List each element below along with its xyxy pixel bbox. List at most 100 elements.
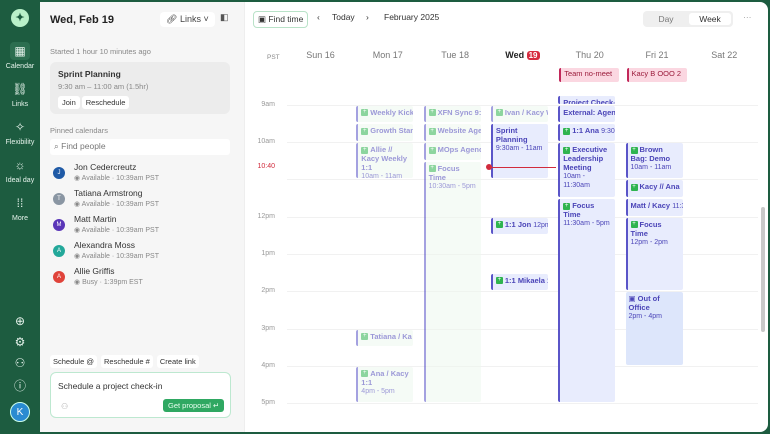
add-user-icon[interactable]: ⚇ bbox=[14, 356, 26, 370]
calendar-event[interactable]: + Allie // Kacy Weekly 1:1 10am - 11am bbox=[356, 143, 414, 179]
current-event-card[interactable]: Sprint Planning 9:30 am – 11:00 am (1.5h… bbox=[50, 62, 230, 114]
help-icon[interactable]: ⓘ bbox=[13, 379, 26, 393]
chip-create[interactable]: Create link bbox=[156, 355, 199, 368]
add-person-icon[interactable]: ⚇ bbox=[61, 402, 69, 411]
rail-item-flexibility[interactable]: ✧ Flexibility bbox=[0, 118, 40, 146]
event-title: Ana / Kacy 1:1 bbox=[361, 368, 409, 387]
app-logo[interactable]: ✦ bbox=[11, 9, 29, 27]
day-number: 21 bbox=[658, 50, 669, 60]
chip-schedule[interactable]: Schedule @ bbox=[50, 355, 97, 368]
date-title: Wed, Feb 19 bbox=[50, 14, 114, 26]
find-time-button[interactable]: ▣ Find time bbox=[253, 11, 309, 28]
all-day-event[interactable]: Kacy B OOO 2 bbox=[626, 68, 687, 82]
links-dropdown[interactable]: 🔗︎ Links ˅ bbox=[160, 12, 215, 27]
get-proposal-button[interactable]: Get proposal ↵ bbox=[163, 399, 225, 412]
rail-item-label: Ideal day bbox=[5, 177, 35, 184]
all-day-event[interactable]: Team no-meet bbox=[559, 68, 620, 82]
event-time: 11:30am - 5pm bbox=[563, 220, 610, 228]
main-window: Wed, Feb 19 🔗︎ Links ˅ ◧ Started 1 hour … bbox=[40, 2, 768, 432]
calendar-event[interactable]: External: Agenc bbox=[558, 105, 616, 123]
find-people-input[interactable]: ⌕ Find people bbox=[50, 139, 230, 155]
next-week-button[interactable]: › bbox=[366, 12, 369, 22]
event-title: Weekly Kick bbox=[370, 107, 414, 117]
current-time-line bbox=[488, 166, 556, 168]
pinned-person[interactable]: T Tatiana Armstrong ◉ Available · 10:39am … bbox=[53, 188, 233, 212]
day-header-sat[interactable]: Sat 22 bbox=[691, 50, 758, 60]
day-header-thu[interactable]: Thu 20 bbox=[556, 50, 623, 60]
calendar-event[interactable]: ▣ Out of Office 2pm - 4pm bbox=[625, 292, 683, 365]
panel-toggle-icon[interactable]: ◧ bbox=[220, 12, 229, 22]
started-text: Started 1 hour 10 minutes ago bbox=[50, 47, 151, 56]
avatar[interactable]: K bbox=[10, 402, 30, 422]
plus-square-icon: + bbox=[428, 127, 436, 135]
day-name: Mon bbox=[372, 50, 391, 60]
event-title: Kacy // Ana bbox=[639, 182, 680, 192]
calendar-event[interactable]: +1:1 Ana 9:30 bbox=[558, 124, 616, 142]
calendar-event[interactable]: + Brown Bag: Demo 10am - 11am bbox=[625, 143, 683, 179]
link-icon: 🔗︎ bbox=[166, 14, 180, 24]
person-avatar: M bbox=[53, 219, 65, 231]
composer-input[interactable]: Schedule a project check-in bbox=[58, 381, 163, 391]
calendar-event[interactable]: + Focus Time 10:30am - 5pm bbox=[423, 161, 481, 403]
person-status: ◉ Busy · 1:39pm EST bbox=[74, 279, 143, 286]
rail-item-label: Flexibility bbox=[5, 139, 35, 146]
calendar-event[interactable]: + Tatiana / Ka bbox=[356, 329, 414, 347]
day-header-mon[interactable]: Mon 17 bbox=[354, 50, 421, 60]
scrollbar[interactable] bbox=[761, 207, 765, 332]
today-button[interactable]: Today bbox=[332, 12, 355, 22]
day-header-tue[interactable]: Tue 18 bbox=[422, 50, 489, 60]
rail-item-calendar[interactable]: ▦ Calendar bbox=[0, 42, 40, 70]
chip-reschedule[interactable]: Reschedule # bbox=[100, 355, 153, 368]
join-button[interactable]: Join bbox=[58, 96, 80, 109]
calendar-event[interactable]: +Ivan / Kacy W bbox=[490, 105, 548, 123]
reschedule-button[interactable]: Reschedule bbox=[81, 96, 130, 109]
calendar-event[interactable]: + Focus Time 12pm - 2pm bbox=[625, 217, 683, 291]
pinned-person[interactable]: J Jon Cedercreutz ◉ Available · 10:39am PS… bbox=[53, 162, 233, 186]
time-grid: 9am 10am 12pm 1pm 2pm 3pm 4pm 5pm + Weekly Kick + G… bbox=[245, 88, 768, 408]
calendar-event[interactable]: +1:1 Mikaela 1 bbox=[490, 273, 548, 291]
calendar-event[interactable]: + Ana / Kacy 1:1 4pm - 5pm bbox=[356, 366, 414, 403]
rail-item-label: More bbox=[12, 215, 28, 222]
day-header-fri[interactable]: Fri 21 bbox=[624, 50, 691, 60]
prev-week-button[interactable]: ‹ bbox=[317, 12, 320, 22]
plus-square-icon: + bbox=[563, 127, 571, 135]
event-title: Sprint Planning bbox=[495, 126, 528, 145]
calendar-event[interactable]: + Website Age bbox=[423, 124, 481, 142]
rail-item-more[interactable]: ⁞⁞ More bbox=[0, 194, 40, 222]
pinned-person[interactable]: M Matt Martin ◉ Available · 10:39am PST bbox=[53, 214, 233, 238]
calendar-event[interactable]: + Focus Time 11:30am - 5pm bbox=[558, 199, 616, 403]
calendar-event[interactable]: + Executive Leadership Meeting 10am - 11:3… bbox=[558, 143, 616, 198]
rail-item-links[interactable]: ⛓ Links bbox=[0, 80, 40, 108]
plus-square-icon: + bbox=[495, 277, 503, 285]
pinned-person[interactable]: A Allie Griffis ◉ Busy · 1:39pm EST bbox=[53, 266, 233, 290]
more-icon[interactable]: ··· bbox=[743, 12, 752, 22]
sun-icon: ☼ bbox=[14, 158, 26, 172]
calendar: ▣ Find time ‹ Today › February 2025 Day … bbox=[245, 2, 768, 432]
calendar-event[interactable]: + MOps Agenc bbox=[423, 143, 481, 160]
event-time: 2pm - 4pm bbox=[628, 313, 662, 321]
day-name: Sun bbox=[306, 50, 323, 60]
event-title: Tatiana / Ka bbox=[370, 331, 412, 341]
calendar-event[interactable]: + Growth Stan bbox=[356, 124, 414, 142]
calendar-event[interactable]: +1:1 Jon 12pm bbox=[490, 217, 548, 235]
rail-item-ideal-day[interactable]: ☼ Ideal day bbox=[0, 156, 40, 184]
calendar-event[interactable]: Project Check- bbox=[558, 96, 616, 104]
calendar-event[interactable]: + XFN Sync 9: bbox=[423, 105, 481, 123]
calendar-event[interactable]: + Weekly Kick bbox=[356, 105, 414, 123]
calendar-event[interactable]: Sprint Planning 9:30am - 11am bbox=[490, 124, 548, 179]
rail-item-label: Links bbox=[11, 101, 29, 108]
enter-icon: ↵ bbox=[213, 401, 220, 410]
view-week[interactable]: Week bbox=[689, 13, 731, 25]
rail-item-label: Calendar bbox=[5, 63, 35, 70]
calendar-event[interactable]: Matt / Kacy 11:3 bbox=[625, 199, 683, 216]
day-header-sun[interactable]: Sun 16 bbox=[287, 50, 354, 60]
view-day[interactable]: Day bbox=[658, 14, 674, 24]
composer[interactable]: Schedule a project check-in ⚇ Get propos… bbox=[50, 372, 231, 418]
calendar-event[interactable]: + Kacy // Ana bbox=[625, 180, 683, 198]
plus-square-icon: + bbox=[361, 127, 369, 135]
current-event-title: Sprint Planning bbox=[58, 69, 121, 79]
day-header-wed[interactable]: Wed 19 bbox=[489, 50, 556, 60]
pinned-person[interactable]: A Alexandra Moss ◉ Available · 10:39am PST bbox=[53, 240, 233, 264]
globe-icon[interactable]: ⊕ bbox=[14, 314, 26, 328]
settings-icon[interactable]: ⚙ bbox=[14, 335, 26, 349]
